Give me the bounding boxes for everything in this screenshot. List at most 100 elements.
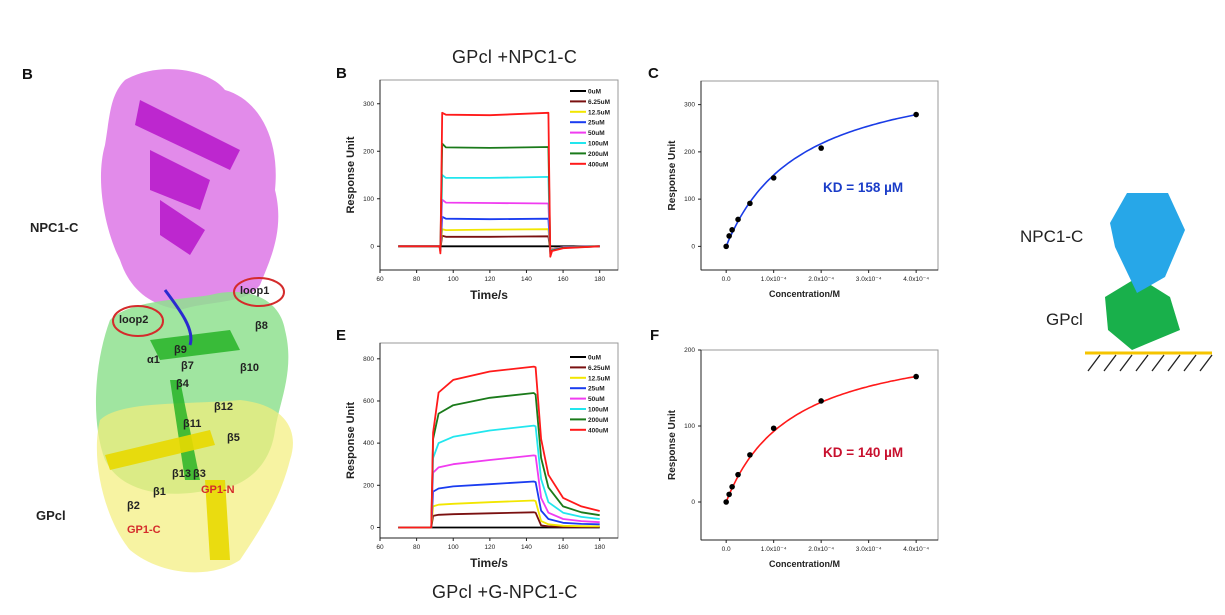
y-tick-label: 100 xyxy=(684,196,695,203)
x-tick-label: 60 xyxy=(376,544,384,551)
beta1-label: β1 xyxy=(153,486,166,498)
y-tick-label: 0 xyxy=(370,524,374,531)
loop2-circle xyxy=(112,305,164,337)
legend-label: 12.5uM xyxy=(588,109,610,116)
x-axis-label: Time/s xyxy=(470,288,508,302)
x-tick-label: 3.0x10⁻⁴ xyxy=(856,546,882,553)
y-tick-label: 200 xyxy=(363,148,374,155)
x-tick-label: 3.0x10⁻⁴ xyxy=(856,276,882,283)
x-tick-label: 1.0x10⁻⁴ xyxy=(761,546,787,553)
data-point xyxy=(723,243,729,250)
gp1n-label: GP1-N xyxy=(201,484,235,496)
legend-label: 6.25uM xyxy=(588,365,610,372)
beta10-label: β10 xyxy=(240,362,259,374)
gpcl-label: GPcl xyxy=(36,508,66,523)
y-tick-label: 300 xyxy=(363,101,374,108)
data-point xyxy=(735,216,741,223)
gpcl-core-strands xyxy=(150,330,240,480)
beta7-label: β7 xyxy=(181,360,194,372)
kd-annotation: KD = 158 µM xyxy=(823,180,903,195)
data-point xyxy=(729,227,735,233)
fit-curve xyxy=(725,113,917,247)
npc1c-label: NPC1-C xyxy=(30,220,79,235)
data-point xyxy=(770,425,777,432)
x-tick-label: 180 xyxy=(594,276,605,283)
y-axis-label: Response Unit xyxy=(667,409,678,480)
x-tick-label: 120 xyxy=(484,544,495,551)
legend-label: 25uM xyxy=(588,386,605,393)
data-point xyxy=(726,491,732,498)
panel-letter: E xyxy=(336,327,346,344)
beta4-label: β4 xyxy=(176,378,189,390)
legend-label: 50uM xyxy=(588,396,605,403)
x-tick-label: 2.0x10⁻⁴ xyxy=(808,546,834,553)
chart-f: F 0.0 1.0x10⁻⁴ 2.0x10⁻⁴ 3.0x10⁻⁴ 4.0x10⁻⁴ 0 100… xyxy=(650,327,939,569)
beta8-label: β8 xyxy=(255,320,268,332)
x-axis-label: Time/s xyxy=(470,556,508,570)
loop1-circle xyxy=(233,277,285,307)
legend-label: 400uM xyxy=(588,161,608,168)
y-tick-label: 200 xyxy=(684,347,695,354)
x-tick-label: 120 xyxy=(484,276,495,283)
data-point xyxy=(770,175,777,181)
y-axis-label: Response Unit xyxy=(667,140,678,211)
x-tick-label: 100 xyxy=(448,544,459,551)
plot-frame xyxy=(379,79,619,271)
x-tick-label: 160 xyxy=(558,544,569,551)
x-tick-label: 4.0x10⁻⁴ xyxy=(903,276,929,283)
series-line-50uM xyxy=(398,454,600,529)
protein-structure-panel: B NPC1-C GPcl loop1 loop2 β8 β9 α1 β7 β1… xyxy=(10,60,310,600)
legend-label: 0uM xyxy=(588,89,601,96)
beta13-label: β13 xyxy=(172,468,191,480)
binding-schematic xyxy=(1085,193,1213,372)
panel-letter-b: B xyxy=(22,66,33,83)
x-tick-label: 180 xyxy=(594,544,605,551)
x-tick-label: 60 xyxy=(376,276,384,283)
series-line-400uM xyxy=(398,365,600,529)
data-point xyxy=(818,398,824,404)
y-tick-label: 400 xyxy=(363,440,374,447)
legend-label: 0uM xyxy=(588,355,601,362)
data-point xyxy=(729,484,735,490)
y-tick-label: 800 xyxy=(363,356,374,363)
x-tick-label: 140 xyxy=(521,544,532,551)
legend-label: 6.25uM xyxy=(588,99,610,106)
x-tick-label: 0.0 xyxy=(722,276,731,283)
x-tick-label: 1.0x10⁻⁴ xyxy=(761,276,787,283)
plot-frame xyxy=(700,80,939,271)
panel-letter: C xyxy=(648,65,659,82)
beta11-label: β11 xyxy=(183,418,202,430)
legend-label: 100uM xyxy=(588,407,608,414)
series-line-400uM xyxy=(398,111,600,258)
series-line-100uM xyxy=(398,174,600,254)
y-axis-label: Response Unit xyxy=(345,402,357,479)
npc1c-helices xyxy=(135,100,240,255)
x-tick-label: 100 xyxy=(448,276,459,283)
beta5-label: β5 xyxy=(227,432,240,444)
surface-hatching xyxy=(1087,354,1213,372)
y-tick-label: 300 xyxy=(684,102,695,109)
chart-c: C 0.0 1.0x10⁻⁴ 2.0x10⁻⁴ 3.0x10⁻⁴ 4.0x10⁻⁴ 0 100… xyxy=(648,65,939,299)
chart-b: B 60 80 100 120 140 160 180 0 100 200 300 Time/s Resp… xyxy=(336,65,619,302)
kd-annotation: KD = 140 µM xyxy=(823,445,903,460)
data-point xyxy=(818,145,824,151)
data-point xyxy=(913,373,919,380)
legend-label: 200uM xyxy=(588,417,608,424)
loop-region xyxy=(163,289,193,346)
loop1-label: loop1 xyxy=(240,285,270,297)
y-tick-label: 200 xyxy=(684,149,695,156)
y-tick-label: 0 xyxy=(691,243,695,250)
gp1c-label: GP1-C xyxy=(127,524,161,536)
legend-label: 400uM xyxy=(588,427,608,434)
diagram-npc1c-label: NPC1-C xyxy=(1020,227,1084,246)
gpcl-shape xyxy=(1105,277,1180,350)
series-line-50uM xyxy=(398,198,600,253)
top-title: GPcl +NPC1-C xyxy=(452,47,578,67)
legend-label: 12.5uM xyxy=(588,375,610,382)
plot-frame xyxy=(379,342,619,539)
y-tick-label: 100 xyxy=(363,196,374,203)
x-tick-label: 4.0x10⁻⁴ xyxy=(903,546,929,553)
x-tick-label: 80 xyxy=(413,544,421,551)
panel-letter: F xyxy=(650,327,659,344)
